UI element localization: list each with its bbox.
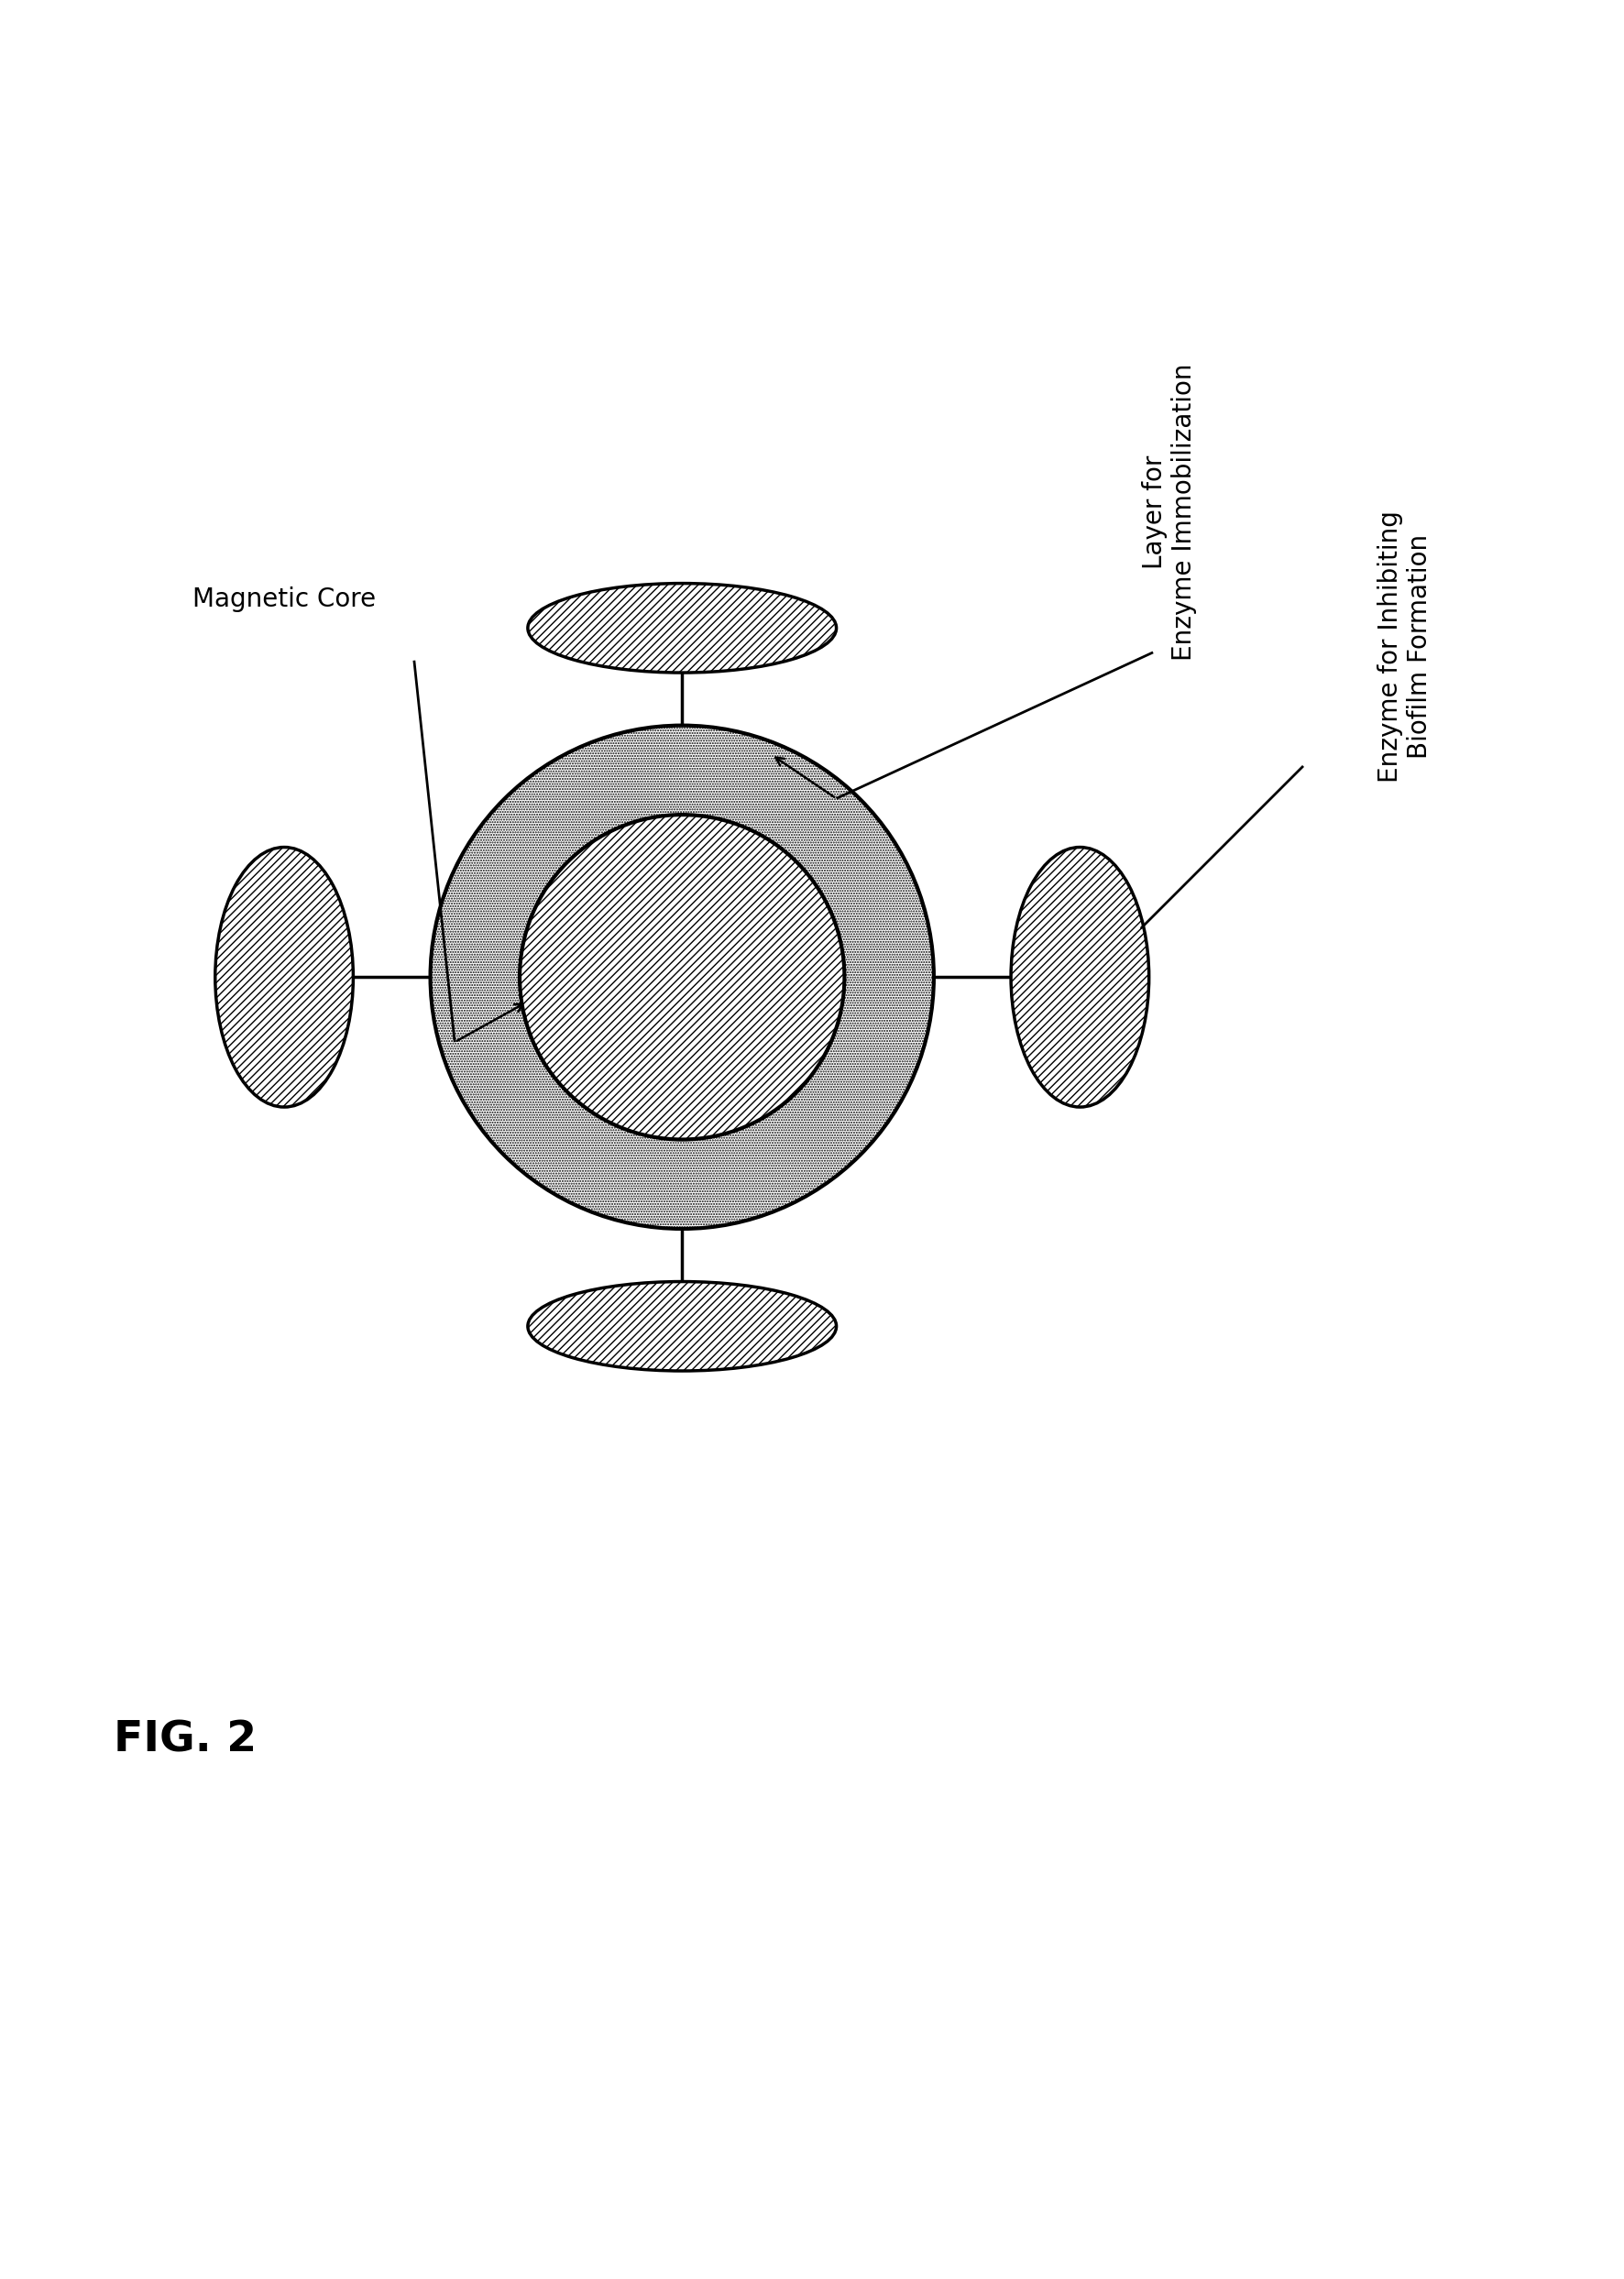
- Text: Magnetic Core: Magnetic Core: [193, 586, 375, 611]
- Text: Layer for
Enzyme Immobilization: Layer for Enzyme Immobilization: [1142, 362, 1197, 661]
- Text: Enzyme for Inhibiting
Biofilm Formation: Enzyme for Inhibiting Biofilm Formation: [1377, 510, 1432, 782]
- Ellipse shape: [1010, 848, 1150, 1108]
- Ellipse shape: [214, 848, 352, 1108]
- Text: FIG. 2: FIG. 2: [114, 1721, 257, 1762]
- Circle shape: [430, 725, 934, 1228]
- Ellipse shape: [528, 1281, 836, 1372]
- Ellipse shape: [528, 583, 836, 672]
- Circle shape: [520, 814, 844, 1140]
